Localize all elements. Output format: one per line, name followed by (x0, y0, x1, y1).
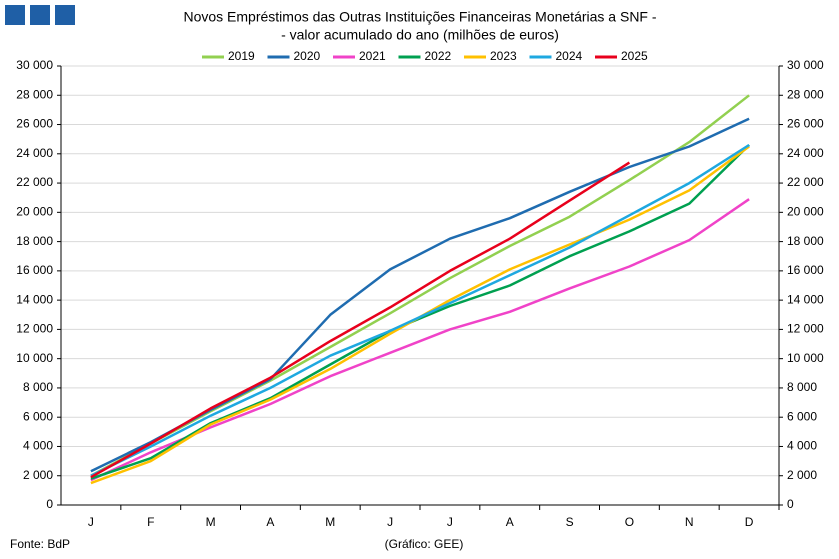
y-tick-label: 4 000 (23, 439, 53, 453)
x-tick-label: J (387, 515, 393, 529)
x-tick-label: M (325, 515, 335, 529)
series-line (90, 145, 750, 485)
logo-square (30, 5, 50, 25)
x-tick-label: M (206, 515, 216, 529)
x-tick-label: N (685, 515, 694, 529)
y2-tick-label: 10 000 (787, 351, 824, 365)
y-tick-label: 26 000 (16, 117, 53, 131)
x-tick-label: A (266, 515, 274, 529)
x-tick-label: J (447, 515, 453, 529)
legend-label: 2022 (425, 49, 452, 63)
y2-tick-label: 6 000 (787, 409, 817, 423)
x-tick-label: O (625, 515, 634, 529)
x-tick-label: A (506, 515, 514, 529)
y-tick-label: 12 000 (16, 322, 53, 336)
y-tick-label: 24 000 (16, 146, 53, 160)
y-tick-label: 0 (46, 497, 53, 511)
y-tick-label: 14 000 (16, 292, 53, 306)
chart-subtitle: - valor acumulado do ano (milhões de eur… (281, 27, 559, 43)
series-line (90, 94, 750, 477)
y2-tick-label: 20 000 (787, 205, 824, 219)
y2-tick-label: 14 000 (787, 292, 824, 306)
y2-tick-label: 16 000 (787, 263, 824, 277)
x-tick-label: F (147, 515, 154, 529)
y2-tick-label: 4 000 (787, 439, 817, 453)
y2-tick-label: 26 000 (787, 117, 824, 131)
y2-tick-label: 24 000 (787, 146, 824, 160)
y2-tick-label: 22 000 (787, 175, 824, 189)
y-tick-label: 2 000 (23, 468, 53, 482)
y-tick-label: 22 000 (16, 175, 53, 189)
legend-label: 2023 (490, 49, 517, 63)
y-tick-label: 30 000 (16, 58, 53, 72)
y-tick-label: 20 000 (16, 205, 53, 219)
x-tick-label: J (88, 515, 94, 529)
logo-square (5, 5, 25, 25)
y-tick-label: 28 000 (16, 87, 53, 101)
y-tick-label: 10 000 (16, 351, 53, 365)
legend-label: 2024 (556, 49, 583, 63)
series-line (90, 161, 631, 479)
source: Fonte: BdP (10, 537, 70, 551)
series-line (90, 144, 750, 480)
x-tick-label: S (566, 515, 574, 529)
y2-tick-label: 28 000 (787, 87, 824, 101)
y2-tick-label: 0 (787, 497, 794, 511)
y2-tick-label: 8 000 (787, 380, 817, 394)
y2-tick-label: 18 000 (787, 234, 824, 248)
y2-tick-label: 30 000 (787, 58, 824, 72)
y2-tick-label: 2 000 (787, 468, 817, 482)
y-tick-label: 8 000 (23, 380, 53, 394)
legend-label: 2021 (359, 49, 386, 63)
chart-title: Novos Empréstimos das Outras Instituiçõe… (183, 9, 656, 25)
y-tick-label: 16 000 (16, 263, 53, 277)
credit: (Gráfico: GEE) (385, 537, 464, 551)
legend-label: 2025 (621, 49, 648, 63)
series-line (90, 143, 750, 477)
y-tick-label: 18 000 (16, 234, 53, 248)
y2-tick-label: 12 000 (787, 322, 824, 336)
legend-label: 2020 (294, 49, 321, 63)
logo-square (55, 5, 75, 25)
x-tick-label: D (745, 515, 754, 529)
y-tick-label: 6 000 (23, 409, 53, 423)
legend-label: 2019 (228, 49, 255, 63)
